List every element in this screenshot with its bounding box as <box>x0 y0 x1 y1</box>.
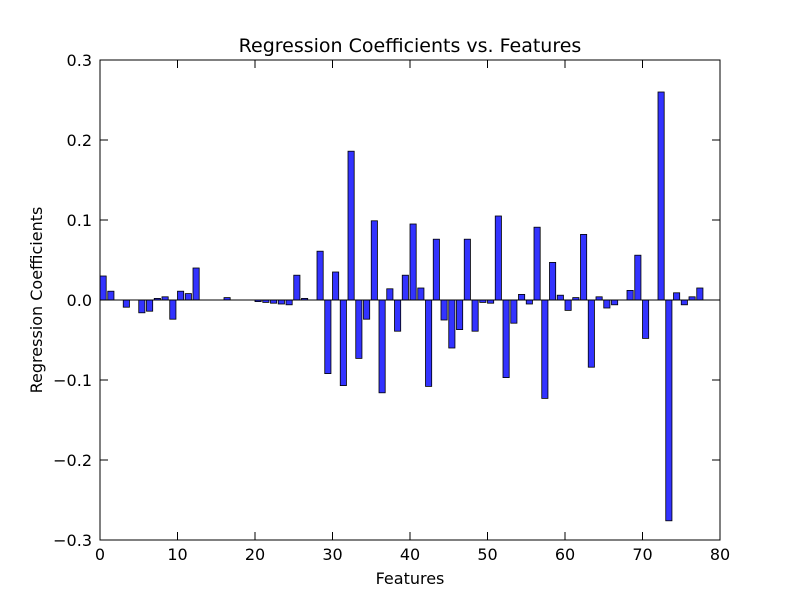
bar-feature-34 <box>363 299 371 320</box>
bar-feature-1 <box>107 290 115 301</box>
bar-feature-59 <box>556 294 564 301</box>
y-tick-label: −0.3 <box>53 531 92 550</box>
x-tick-label: 0 <box>95 545 105 564</box>
y-tick-label: −0.1 <box>53 371 92 390</box>
bar-feature-9 <box>169 299 177 320</box>
bar-feature-70 <box>642 299 650 339</box>
bar-feature-63 <box>587 299 595 368</box>
y-tick-label: 0.2 <box>67 131 92 150</box>
bar-feature-38 <box>394 299 402 332</box>
bar-feature-58 <box>549 261 557 301</box>
bar-feature-72 <box>657 91 665 301</box>
y-axis-ticks: −0.3 −0.2 −0.1 0.0 0.1 0.2 0.3 <box>53 51 720 550</box>
bar-feature-33 <box>355 299 363 359</box>
bar-feature-47 <box>463 238 471 301</box>
bar-feature-30 <box>332 271 340 301</box>
bar-feature-69 <box>634 254 642 301</box>
bar-feature-60 <box>564 299 572 311</box>
bar-feature-12 <box>192 267 200 301</box>
bar-feature-6 <box>146 299 154 312</box>
bar-feature-25 <box>293 274 301 301</box>
bar-feature-45 <box>448 299 456 349</box>
bar-feature-62 <box>580 233 588 301</box>
bar-feature-48 <box>471 299 479 332</box>
bar-feature-52 <box>502 299 510 378</box>
bar-feature-55 <box>525 299 533 305</box>
x-tick-label: 70 <box>632 545 652 564</box>
bar-feature-66 <box>611 299 619 306</box>
chart-title: Regression Coefficients vs. Features <box>239 35 582 57</box>
y-tick-label: −0.2 <box>53 451 92 470</box>
bar-feature-23 <box>277 299 285 305</box>
bar-feature-73 <box>665 299 673 522</box>
x-axis-label: Features <box>376 569 445 588</box>
x-tick-label: 10 <box>167 545 187 564</box>
bar-feature-65 <box>603 299 611 309</box>
y-tick-label: 0.3 <box>67 51 92 70</box>
x-tick-label: 50 <box>477 545 497 564</box>
bar-feature-74 <box>673 292 681 301</box>
bar-feature-51 <box>494 215 502 301</box>
y-axis-label: Regression Coefficients <box>27 207 46 394</box>
bar-feature-31 <box>339 299 347 386</box>
bar-feature-75 <box>680 299 688 306</box>
bar-feature-57 <box>541 299 549 399</box>
bar-feature-68 <box>626 289 634 301</box>
bar-feature-42 <box>425 299 433 387</box>
bar-feature-28 <box>316 250 324 301</box>
bar-feature-56 <box>533 226 541 301</box>
bar-feature-39 <box>401 274 409 301</box>
bar-feature-37 <box>386 288 394 301</box>
bar-feature-40 <box>409 223 417 301</box>
x-tick-label: 40 <box>400 545 420 564</box>
bar-feature-77 <box>696 287 704 301</box>
bar-feature-43 <box>432 238 440 301</box>
bar-feature-32 <box>347 150 355 301</box>
bar-feature-44 <box>440 299 448 321</box>
bar-feature-24 <box>285 299 293 306</box>
bar-feature-36 <box>378 299 386 394</box>
bar-feature-53 <box>510 299 518 324</box>
bar-feature-10 <box>177 290 185 301</box>
x-tick-label: 20 <box>245 545 265 564</box>
y-tick-label: 0.1 <box>67 211 92 230</box>
bar-feature-3 <box>122 299 130 308</box>
x-tick-label: 80 <box>710 545 730 564</box>
bar-feature-54 <box>518 293 526 301</box>
bar-feature-41 <box>417 287 425 301</box>
bar-feature-0 <box>99 275 107 301</box>
bar-feature-35 <box>370 220 378 301</box>
bar-feature-5 <box>138 299 146 314</box>
bar-feature-29 <box>324 299 332 374</box>
bar-feature-11 <box>184 293 192 301</box>
x-tick-label: 60 <box>555 545 575 564</box>
x-axis-ticks: 0 10 20 30 40 50 60 70 80 <box>95 60 730 564</box>
bar-feature-46 <box>456 299 464 331</box>
x-tick-label: 30 <box>322 545 342 564</box>
y-tick-label: 0.0 <box>67 291 92 310</box>
